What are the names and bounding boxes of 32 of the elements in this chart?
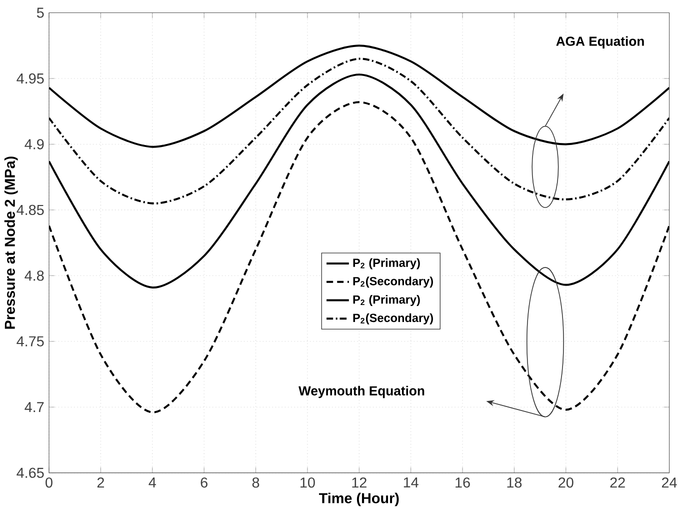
- line-series: [49, 74, 670, 288]
- x-tick-label: 10: [300, 477, 315, 488]
- x-tick-label: 12: [352, 477, 366, 488]
- x-tick-label: 2: [97, 477, 104, 488]
- legend-label: P$_{2}$(Secondary): [353, 313, 433, 324]
- x-tick-label: 8: [252, 477, 260, 488]
- x-tick-label: 4: [148, 477, 156, 488]
- y-tick-label: 4.9: [24, 139, 44, 150]
- legend-label: P$_{2}$ (Primary): [353, 258, 420, 270]
- annotation: AGA Equation: [556, 36, 644, 48]
- y-tick-label: 4.7: [24, 402, 44, 412]
- y-tick-label: 4.8: [24, 270, 44, 281]
- line-series: [49, 101, 670, 414]
- x-axis-title: Time (Hour): [319, 492, 399, 506]
- y-tick-label: 4.85: [16, 204, 44, 216]
- legend-label: P$_{2}$(Secondary): [353, 276, 433, 288]
- y-tick-label: 4.65: [16, 468, 44, 478]
- x-tick-label: 14: [404, 477, 418, 488]
- x-tick-label: 22: [610, 477, 625, 488]
- y-tick-label: 5: [36, 8, 44, 18]
- x-tick-label: 6: [200, 477, 208, 488]
- x-tick-label: 18: [507, 477, 522, 488]
- x-tick-label: 20: [558, 477, 574, 488]
- x-tick-label: 0: [46, 477, 52, 488]
- y-tick-label: 4.95: [16, 73, 44, 84]
- annotation: Weymouth Equation: [298, 386, 424, 398]
- x-tick-label: 24: [662, 477, 677, 488]
- y-axis-title: Pressure at Node 2 (MPa): [4, 156, 18, 329]
- line-series: [49, 58, 670, 204]
- x-tick-label: 16: [456, 477, 470, 488]
- y-tick-label: 4.75: [16, 336, 44, 346]
- legend-label: P$_{2}$ (Primary): [353, 295, 420, 306]
